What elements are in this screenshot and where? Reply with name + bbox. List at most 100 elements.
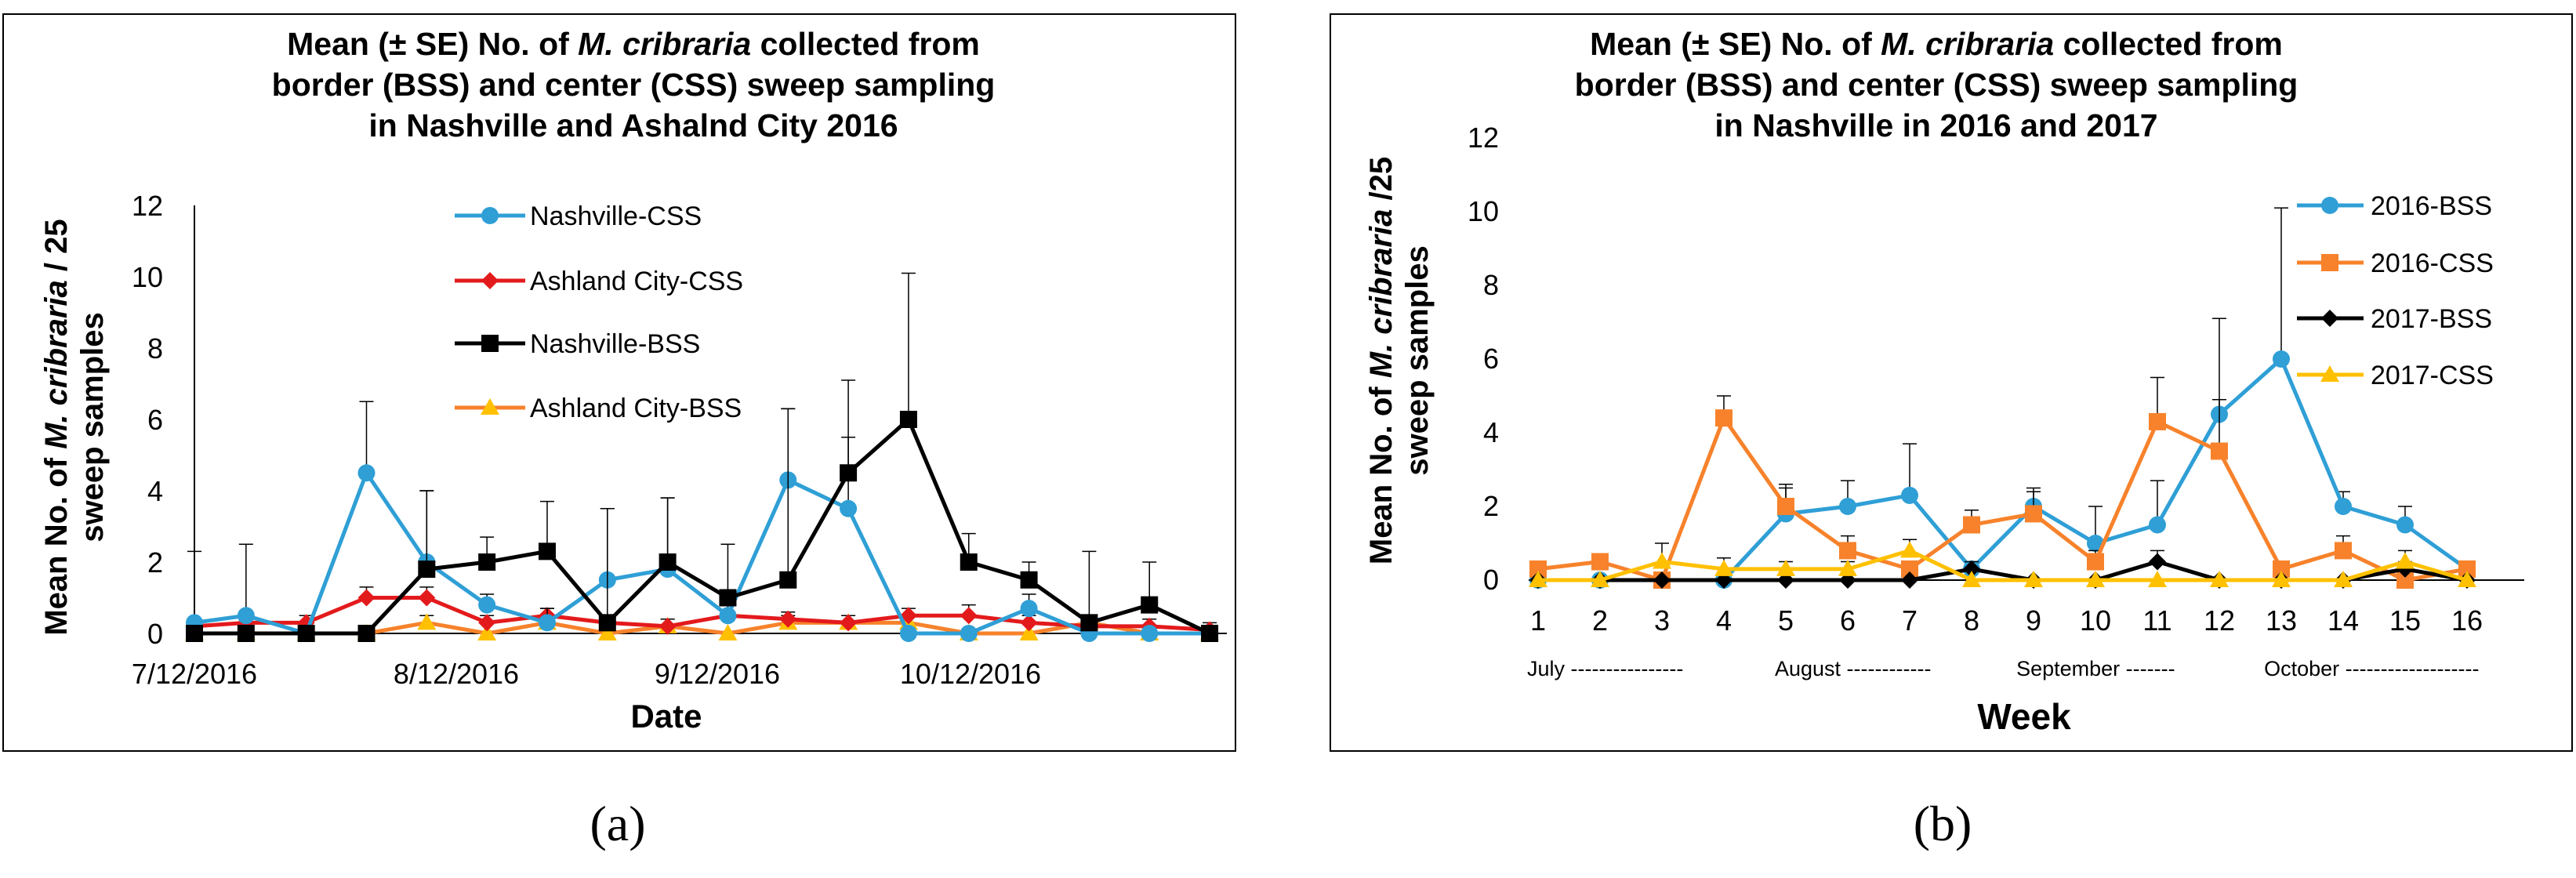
2016-bss-point	[1839, 498, 1856, 515]
legend-item-2017-bss: 2017-BSS	[2297, 304, 2492, 334]
series-2017-css	[1529, 539, 2476, 587]
legend-item-ashland-city-css: Ashland City-CSS	[455, 267, 743, 296]
panel-a-ytick: 0	[147, 618, 163, 650]
ashland-city-css-point	[840, 614, 858, 632]
2016-bss-error-bar	[2274, 207, 2288, 359]
panel-a-ytick: 6	[147, 404, 163, 436]
panel-b-month-labels: July ---------------- August ------------…	[1527, 657, 2479, 680]
legend-label: Ashland City-BSS	[530, 394, 742, 423]
nashville-bss-point	[960, 553, 978, 571]
nashville-css-error-bar	[359, 401, 374, 473]
panel-b-ytick: 4	[1483, 416, 1499, 448]
nashville-css-point	[719, 607, 737, 625]
panel-b-xtick: 16	[2451, 604, 2483, 637]
panel-b-y-axis: 0 2 4 6 8 10 12	[1468, 122, 1499, 596]
nashville-bss-point	[840, 464, 858, 482]
2017-css-point	[2148, 571, 2167, 587]
2016-css-point	[1777, 498, 1794, 515]
nashville-bss-point	[659, 553, 677, 571]
2017-css-point	[1529, 571, 1547, 587]
panel-b-xtick: 8	[1964, 604, 1979, 637]
2017-bss-point	[1653, 571, 1671, 589]
nashville-css-point	[960, 625, 978, 642]
nashville-bss-error-bar	[781, 408, 796, 580]
nashville-bss-error-bar	[660, 497, 675, 562]
2017-css-point	[2272, 571, 2291, 587]
2017-css-line	[1538, 548, 2468, 582]
2017-css-point	[1776, 559, 1795, 576]
panel-b-xtick: 14	[2327, 604, 2359, 637]
panel-b-title-line-1: Mean (± SE) No. of M. cribraria collecte…	[1590, 26, 2283, 62]
panel-b-title-line-2: border (BSS) and center (CSS) sweep samp…	[1575, 67, 2298, 103]
2016-css-point	[2025, 505, 2042, 523]
nashville-bss-line	[194, 417, 1211, 636]
ashland-city-css-point	[659, 617, 677, 635]
nashville-css-point	[1141, 625, 1159, 642]
nashville-bss-point	[237, 625, 255, 642]
legend-label: 2017-BSS	[2371, 304, 2492, 334]
panel-b-xtick: 10	[2080, 604, 2111, 637]
nashville-bss-point	[1141, 596, 1159, 614]
panel-b-ytick: 12	[1468, 122, 1499, 154]
nashville-css-point	[899, 625, 917, 642]
nashville-css-line	[194, 470, 1210, 636]
series-2016-css	[1529, 376, 2476, 589]
2016-css-point	[2211, 442, 2228, 460]
legend-label: Nashville-BSS	[530, 329, 700, 359]
panel-a-x-axis: 7/12/2016 8/12/2016 9/12/2016 10/12/2016	[132, 633, 1227, 690]
2017-bss-point	[2149, 553, 2166, 571]
panel-b-month-label: September -------	[2016, 657, 2175, 680]
nashville-css-point	[538, 614, 556, 632]
legend-item-nashville-bss: Nashville-BSS	[455, 329, 700, 359]
nashville-bss-point	[186, 625, 203, 642]
panel-b-xtick: 13	[2266, 604, 2297, 637]
legend-item-2017-css: 2017-CSS	[2297, 361, 2494, 390]
2016-bss-error-bar	[2212, 317, 2226, 415]
nashville-css-point	[840, 499, 858, 517]
legend-label: Ashland City-CSS	[530, 267, 743, 296]
2017-bss-point	[1963, 560, 1980, 578]
panel-b-month-label: August ------------	[1775, 657, 1931, 680]
panel-a-xtick: 8/12/2016	[394, 658, 519, 690]
2016-css-point	[1529, 560, 1547, 578]
2017-css-point	[1653, 552, 1671, 569]
panel-b-label: (b)	[1914, 796, 1972, 851]
panel-b-ytick: 0	[1483, 564, 1499, 596]
panel-b-ytick: 10	[1468, 195, 1499, 227]
panel-a-xtick: 9/12/2016	[655, 658, 780, 690]
nashville-css-point	[357, 464, 376, 482]
2016-css-point	[2149, 412, 2166, 430]
nashville-bss-point	[779, 571, 797, 589]
panel-b-xtick-group: 1 2 3 4 5 6 7 8 9 10 11 12 13 14 15 16	[1530, 604, 2483, 637]
nashville-bss-point	[478, 553, 496, 571]
ashland-city-bss-point	[417, 613, 437, 630]
panel-b-ytick: 6	[1483, 343, 1499, 375]
panel-b-month-label: July ----------------	[1527, 657, 1683, 680]
panel-b-xtick: 2	[1592, 604, 1608, 637]
ashland-city-bss-point	[718, 624, 738, 640]
2017-bss-point	[1901, 571, 1918, 589]
2016-css-point	[1963, 516, 1980, 534]
panel-b-chart: Mean (± SE) No. of M. cribraria collecte…	[1330, 13, 2573, 752]
panel-a-title-line-1: Mean (± SE) No. of M. cribraria collecte…	[287, 26, 980, 62]
2016-bss-point	[2335, 498, 2352, 515]
panel-b-ytick: 8	[1483, 269, 1499, 301]
panel-b-xtick: 15	[2389, 604, 2421, 637]
legend-label: 2016-CSS	[2371, 249, 2494, 278]
nashville-css-error-bar	[187, 550, 201, 623]
ashland-city-css-point	[478, 614, 496, 632]
legend-label: Nashville-CSS	[530, 201, 702, 231]
nashville-css-error-bar	[238, 543, 253, 616]
panel-b-ylabel-line-1: Mean No. of M. cribraria /25	[1364, 157, 1399, 564]
2017-css-point	[2458, 571, 2476, 587]
nashville-bss-point	[357, 625, 376, 642]
panel-b-legend: 2016-BSS 2016-CSS 2017-BSS 2017-CSS	[2297, 191, 2494, 390]
2017-css-point	[1714, 559, 1733, 576]
panel-b-xtick: 4	[1716, 604, 1732, 637]
legend-label: 2017-CSS	[2371, 361, 2494, 390]
2017-css-point	[2210, 571, 2229, 587]
panel-a-label: (a)	[590, 796, 645, 851]
ashland-city-css-point	[779, 610, 797, 628]
panel-a-plot-area	[185, 272, 1220, 642]
